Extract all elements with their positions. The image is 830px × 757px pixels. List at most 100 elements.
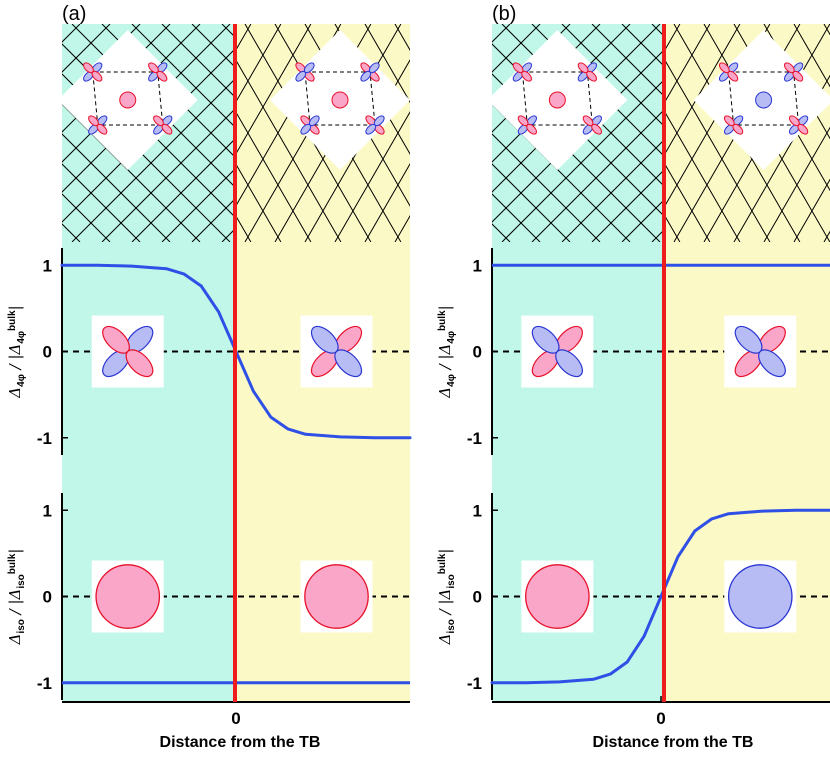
x-axis-group: 0 Distance from the TB [62,696,410,751]
unit-cell [728,71,800,126]
grid-line [0,24,11,242]
grid-line [235,24,282,105]
orbital-lobe [582,115,594,127]
orbital-lobe [718,62,730,74]
ylabel-sup2: bulk [437,553,448,574]
y-tick-label: 1 [43,501,52,520]
grid-line [664,161,711,242]
grid-line [0,24,50,242]
iso-disc [304,564,369,629]
orbital-lobe [512,62,524,74]
unit-cell [92,71,164,126]
grid-line [561,24,664,127]
grid-line [0,24,30,242]
orbital-lobe [88,115,99,127]
grid-line [0,24,41,242]
center-site [548,91,566,109]
grid-line [492,24,541,73]
ylabel-main: Δ [436,634,454,646]
ylabel-sup2: bulk [437,310,448,331]
grid-line [621,199,664,242]
x-axis-label: Distance from the TB [593,734,754,751]
grid-line [131,24,235,128]
ylabel-mid: / |Δ [436,344,454,374]
ylabel-end: | [6,305,24,310]
grid-line [364,24,410,103]
y-tick-label: -1 [467,674,482,693]
grid-line [62,193,111,242]
ylabel-mid: / |Δ [6,589,24,619]
grid-line [191,24,235,68]
ylabel-sub2: iso [446,574,457,588]
ylabel-sub: iso [446,619,457,633]
orbital-lobe [517,115,529,127]
ylabel-mid: / |Δ [6,344,24,374]
ylabel-sub2: 4φ [16,331,27,344]
orbital-lobe [373,115,385,127]
orbital-lobe [577,62,589,74]
grid-line [0,24,30,242]
grid-line [492,133,601,242]
ylabel: Δiso / |Δisobulk| [436,549,457,646]
orbital-lobe [723,115,735,127]
grid-line [235,161,282,242]
grid-line [621,24,664,67]
unit-cell [521,71,593,126]
grid-line [191,198,235,242]
iso-disc [95,564,161,629]
orbital-lobe [788,115,800,127]
lobe-se [125,349,154,378]
x-tick-label: 0 [656,709,665,728]
panel-label: (a) [62,3,86,25]
grid-line [0,24,11,242]
grid-line [0,24,50,242]
grid-line [0,24,20,242]
grid-line [793,24,830,88]
ylabel-sub: iso [16,619,27,633]
ylabel-end: | [6,549,24,554]
orbital-lobe [368,62,380,74]
grid-line [235,109,312,242]
ylabel-sub2: iso [16,574,27,588]
ylabel-main: Δ [436,387,454,399]
y-tick-label: 1 [473,501,482,520]
x-axis-label: Distance from the TB [160,734,321,751]
x-tick-label: 0 [231,709,240,728]
grid-line [0,24,50,242]
grid-line [62,163,141,242]
unit-cell [304,71,376,126]
ylabel-sup2: bulk [7,553,18,574]
grid-line [492,163,571,242]
y-tick-label: 0 [473,588,482,607]
x-axis-group: 0 Distance from the TB [492,696,830,751]
ylabel: Δ4φ / |Δ4φbulk| [6,305,27,398]
grid-line [591,169,664,242]
ylabel-sup2: bulk [7,310,18,331]
y-tick-label: 1 [43,256,52,275]
orbital-lobe [783,62,795,74]
grid-line [664,109,741,242]
orbital-lobe [83,62,94,74]
y-tick-label: -1 [467,429,482,448]
orbital-lobe [308,115,320,127]
ylabel: Δ4φ / |Δ4φbulk| [436,305,457,398]
grid-line [0,24,71,242]
grid-line [492,193,541,242]
ylabel-sub: 4φ [16,374,27,387]
grid-line [161,168,235,242]
y-tick-label: 0 [43,343,52,362]
y-tick-label: 0 [473,343,482,362]
grid-line [0,24,20,242]
y-tick-label: -1 [37,674,52,693]
ylabel-main: Δ [6,387,24,399]
lobe-se [555,349,583,378]
y-tick-label: 0 [43,588,52,607]
grid-line [0,24,20,242]
ylabel-mid: / |Δ [436,589,454,619]
y-tick-label: -1 [37,429,52,448]
